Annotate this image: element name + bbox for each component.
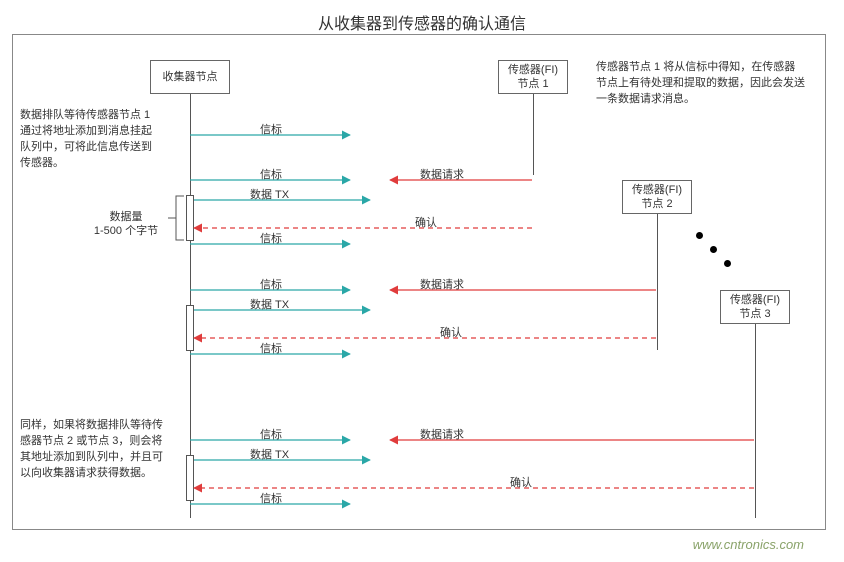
message-label: 数据 TX [250,186,289,202]
sensor3-label-2: 节点 3 [739,307,770,321]
message-label: 信标 [260,490,282,506]
message-label: 数据请求 [420,426,464,442]
sensor2-node-box: 传感器(FI) 节点 2 [622,180,692,214]
message-label: 信标 [260,121,282,137]
sensor1-node-box: 传感器(FI) 节点 1 [498,60,568,94]
ellipsis-dot [710,246,717,253]
message-label: 信标 [260,276,282,292]
data-amount-label: 数据量 1-500 个字节 [86,210,166,239]
message-label: 信标 [260,340,282,356]
data-amount-line2: 1-500 个字节 [94,225,158,237]
desc-left-upper: 数据排队等待传感器节点 1 通过将地址添加到消息挂起队列中，可将此信息传送到传感… [20,108,160,172]
activation-box [186,455,194,501]
message-label: 确认 [440,324,462,340]
watermark-url: www.cntronics.com [693,537,804,552]
collector-node-box: 收集器节点 [150,60,230,94]
sensor1-label-1: 传感器(FI) [508,63,558,77]
desc-left-lower: 同样，如果将数据排队等待传感器节点 2 或节点 3，则会将其地址添加到队列中，并… [20,418,170,482]
sensor1-label-2: 节点 1 [517,77,548,91]
sensor1-lifeline [533,94,534,175]
message-label: 确认 [510,474,532,490]
sensor2-label-1: 传感器(FI) [632,183,682,197]
message-label: 数据请求 [420,276,464,292]
activation-box [186,195,194,241]
message-label: 信标 [260,426,282,442]
data-amount-line1: 数据量 [110,211,143,223]
diagram-canvas: 从收集器到传感器的确认通信 收集器节点 传感器(FI) 节点 1 传感器(FI)… [0,0,844,562]
sensor3-node-box: 传感器(FI) 节点 3 [720,290,790,324]
ellipsis-dot [696,232,703,239]
sensor2-lifeline [657,214,658,350]
message-label: 数据请求 [420,166,464,182]
sensor3-lifeline [755,324,756,518]
message-label: 信标 [260,230,282,246]
diagram-title: 从收集器到传感器的确认通信 [0,10,844,34]
activation-box [186,305,194,351]
sensor3-label-1: 传感器(FI) [730,293,780,307]
message-label: 确认 [415,214,437,230]
sensor2-label-2: 节点 2 [641,197,672,211]
message-label: 数据 TX [250,446,289,462]
message-label: 数据 TX [250,296,289,312]
collector-node-label: 收集器节点 [163,70,218,84]
ellipsis-dot [724,260,731,267]
message-label: 信标 [260,166,282,182]
desc-top-right: 传感器节点 1 将从信标中得知，在传感器节点上有待处理和提取的数据，因此会发送一… [596,60,806,108]
